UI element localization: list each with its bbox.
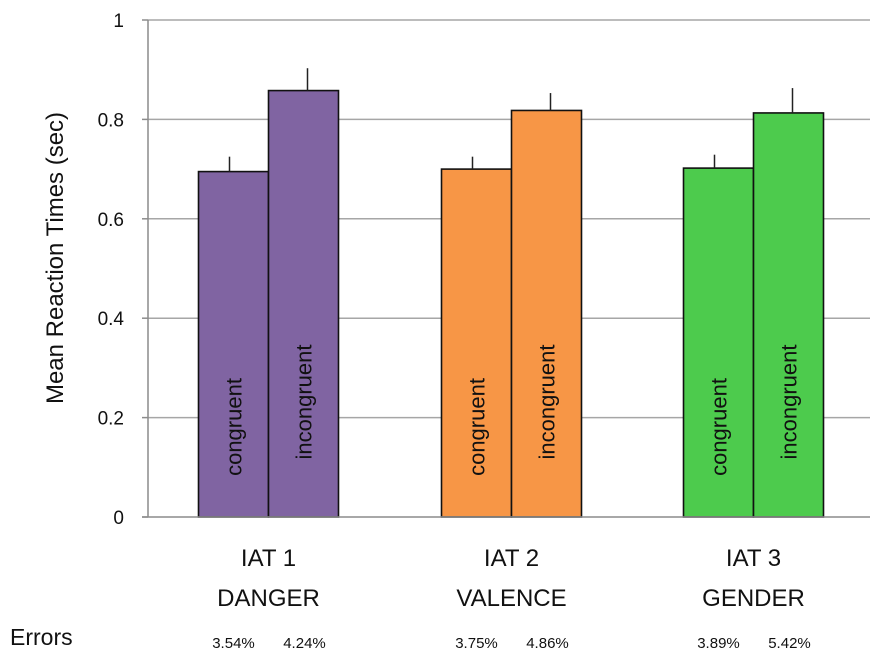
y-tick-labels: 0 0.2 0.4 0.6 0.8 1 [98, 11, 125, 529]
y-axis-label: Mean Reaction Times (sec) [42, 112, 69, 404]
axes [142, 19, 870, 518]
group-label-line2: DANGER [217, 585, 320, 612]
bar-congruent [197, 170, 270, 518]
errors-label: Errors [10, 624, 73, 650]
bar-label: congruent [707, 378, 732, 476]
y-tick-label: 0.2 [98, 409, 124, 430]
error-bars [228, 68, 794, 172]
bar-incongruent [510, 109, 583, 518]
error-rate: 5.42% [768, 635, 811, 652]
group-label-line1: IAT 2 [484, 545, 539, 572]
bar-label: congruent [465, 378, 490, 476]
y-tick-label: 1 [113, 11, 124, 32]
bars [197, 89, 825, 518]
group-label-line1: IAT 3 [726, 545, 781, 572]
category-labels: congruent 3.54% incongruent 4.24% IAT 1 DANGE… [212, 345, 811, 652]
y-tick-label: 0.6 [98, 210, 124, 231]
bar-label: incongruent [777, 345, 802, 460]
bar-label: incongruent [535, 345, 560, 460]
bar-label: congruent [222, 378, 247, 476]
group-label-line2: GENDER [702, 585, 805, 612]
group-label-line1: IAT 1 [241, 545, 296, 572]
y-tick-label: 0.8 [98, 110, 124, 131]
error-rate: 4.24% [283, 635, 326, 652]
group-label-line2: VALENCE [456, 585, 566, 612]
bar-incongruent [752, 112, 825, 518]
y-tick-label: 0 [113, 508, 124, 529]
bar-label: incongruent [292, 345, 317, 460]
error-rate: 3.54% [212, 635, 255, 652]
error-rate: 3.75% [455, 635, 498, 652]
bar-congruent [682, 167, 755, 518]
error-rate: 3.89% [697, 635, 740, 652]
error-rate: 4.86% [526, 635, 569, 652]
bar-congruent [440, 168, 513, 518]
y-tick-label: 0.4 [98, 309, 125, 330]
